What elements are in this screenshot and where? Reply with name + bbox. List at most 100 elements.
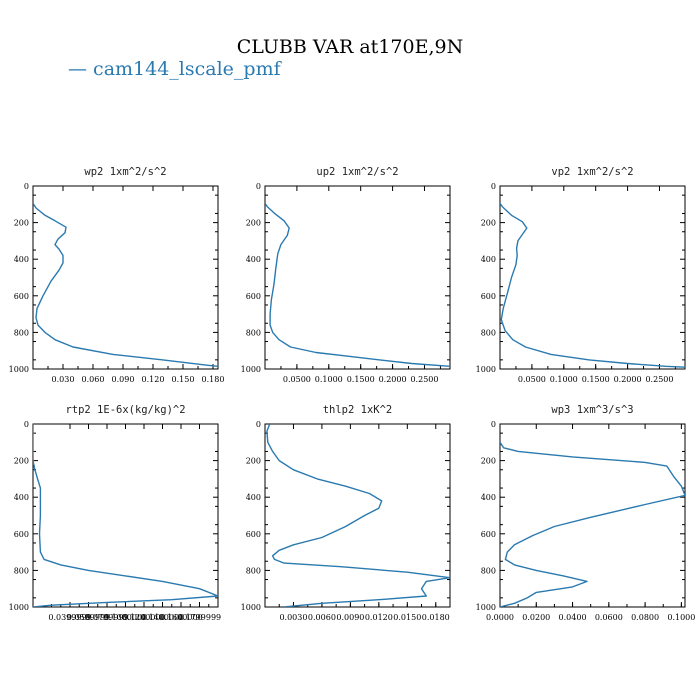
y-tick-label: 800 bbox=[14, 328, 29, 337]
y-tick-label: 800 bbox=[246, 328, 261, 337]
x-tick-label: 0.180 bbox=[202, 375, 225, 384]
x-tick-label: 0.1500 bbox=[347, 375, 375, 384]
panel-4: rtp2 1E-6x(kg/kg)^2 0 200 400 600 800 1000 0.03… bbox=[9, 404, 221, 622]
x-tick-label: 0.2500 bbox=[645, 375, 673, 384]
x-tick-label: 0.0799999 bbox=[85, 613, 128, 622]
panel-title: wp2 1xm^2/s^2 bbox=[84, 166, 166, 178]
figure-title: CLUBB VAR at170E,9N bbox=[236, 36, 464, 58]
y-tick-label: 1000 bbox=[241, 603, 261, 612]
y-tick-label: 0 bbox=[491, 420, 496, 429]
x-tick-label: 0.060 bbox=[82, 375, 105, 384]
panel-6: wp3 1xm^3/s^3 0 200 400 600 800 10000.0000 0.02… bbox=[476, 404, 696, 622]
y-tick-label: 1000 bbox=[476, 365, 496, 374]
x-tick-label: 0.1000 bbox=[315, 375, 343, 384]
legend-entry: — cam144_lscale_pmf bbox=[68, 58, 281, 80]
x-tick-label: 0.0399999 bbox=[48, 613, 91, 622]
x-tick-label: 0.0030 bbox=[279, 613, 307, 622]
y-tick-label: 200 bbox=[481, 457, 496, 466]
panel-title: thlp2 1xK^2 bbox=[323, 404, 393, 416]
x-tick-label: 0.0400 bbox=[559, 613, 587, 622]
panel-title: rtp2 1E-6x(kg/kg)^2 bbox=[65, 404, 185, 416]
x-tick-label: 0.030 bbox=[52, 375, 75, 384]
series-line bbox=[266, 424, 450, 607]
x-tick-label: 0.1000 bbox=[667, 613, 695, 622]
y-tick-label: 800 bbox=[481, 328, 496, 337]
y-tick-label: 1000 bbox=[9, 365, 29, 374]
x-tick-label: 0.120 bbox=[142, 375, 165, 384]
legend-label: cam144_lscale_pmf bbox=[93, 58, 281, 80]
y-tick-label: 600 bbox=[246, 530, 261, 539]
plot-frame bbox=[499, 423, 686, 608]
panel-title: up2 1xm^2/s^2 bbox=[316, 166, 398, 178]
series-line bbox=[265, 202, 450, 367]
y-tick-label: 600 bbox=[481, 530, 496, 539]
x-tick-label: 0.1600000 bbox=[159, 613, 202, 622]
plot-frame bbox=[264, 185, 451, 370]
plot-frame bbox=[499, 185, 686, 370]
x-tick-label: 0.1500 bbox=[582, 375, 610, 384]
y-tick-label: 800 bbox=[246, 566, 261, 575]
y-tick-label: 200 bbox=[14, 457, 29, 466]
x-tick-label: 0.2000 bbox=[614, 375, 642, 384]
y-tick-label: 600 bbox=[14, 292, 29, 301]
x-tick-label: 0.2500 bbox=[410, 375, 438, 384]
x-tick-label: 0.2000 bbox=[379, 375, 407, 384]
panel-5: thlp2 1xK^2 0 200 400 600 800 1000 0.0030 0.0060… bbox=[241, 404, 451, 622]
series-line bbox=[33, 424, 218, 607]
x-tick-label: 0.1799999 bbox=[178, 613, 221, 622]
y-tick-label: 200 bbox=[246, 219, 261, 228]
y-tick-label: 600 bbox=[14, 530, 29, 539]
y-tick-label: 0 bbox=[256, 182, 261, 191]
y-tick-label: 600 bbox=[246, 292, 261, 301]
y-tick-label: 400 bbox=[481, 255, 496, 264]
panel-3: vp2 1xm^2/s^2 0 200 400 600 800 1000 0.0500 0.10… bbox=[476, 166, 686, 384]
series-line bbox=[500, 202, 685, 368]
y-tick-label: 400 bbox=[14, 493, 29, 502]
y-tick-label: 200 bbox=[14, 219, 29, 228]
x-tick-label: 0.0120 bbox=[365, 613, 393, 622]
y-tick-label: 0 bbox=[24, 420, 29, 429]
x-tick-label: 0.090 bbox=[112, 375, 135, 384]
panel-title: vp2 1xm^2/s^2 bbox=[551, 166, 633, 178]
x-tick-label: 0.0090 bbox=[336, 613, 364, 622]
x-tick-label: 0.1200000 bbox=[122, 613, 165, 622]
y-tick-label: 0 bbox=[491, 182, 496, 191]
plot-frame bbox=[32, 423, 219, 608]
y-tick-label: 400 bbox=[481, 493, 496, 502]
plot-frame bbox=[32, 185, 219, 370]
y-tick-label: 800 bbox=[481, 566, 496, 575]
legend-line-icon: — bbox=[68, 58, 87, 80]
panel-2: up2 1xm^2/s^2 0 200 400 600 800 1000 0.0500 0.10… bbox=[241, 166, 451, 384]
x-tick-label: 0.150 bbox=[172, 375, 195, 384]
series-line bbox=[500, 441, 685, 607]
y-tick-label: 0 bbox=[24, 182, 29, 191]
x-tick-label: 0.0800 bbox=[631, 613, 659, 622]
x-tick-label: 0.0000 bbox=[486, 613, 514, 622]
x-tick-label: 0.1400000 bbox=[141, 613, 184, 622]
x-tick-label: 0.0200 bbox=[522, 613, 550, 622]
panel-1: wp2 1xm^2/s^2 0 200 400 600 800 1000 0.030 0.060… bbox=[9, 166, 225, 384]
y-tick-label: 0 bbox=[256, 420, 261, 429]
y-tick-label: 200 bbox=[481, 219, 496, 228]
x-tick-label: 0.0180 bbox=[422, 613, 450, 622]
x-tick-label: 0.0150 bbox=[393, 613, 421, 622]
y-tick-label: 600 bbox=[481, 292, 496, 301]
plot-frame bbox=[264, 423, 451, 608]
x-tick-label: 0.0500 bbox=[518, 375, 546, 384]
y-tick-label: 800 bbox=[14, 566, 29, 575]
x-tick-label: 0.0600 bbox=[595, 613, 623, 622]
series-line bbox=[33, 203, 218, 367]
y-tick-label: 200 bbox=[246, 457, 261, 466]
x-tick-label: 0.0500 bbox=[283, 375, 311, 384]
panel-title: wp3 1xm^3/s^3 bbox=[551, 404, 633, 416]
y-tick-label: 1000 bbox=[9, 603, 29, 612]
y-tick-label: 400 bbox=[14, 255, 29, 264]
x-tick-label: 0.0599999 bbox=[67, 613, 110, 622]
x-tick-label: 0.0060 bbox=[308, 613, 336, 622]
x-tick-label: 0.1000 bbox=[550, 375, 578, 384]
y-tick-label: 400 bbox=[246, 255, 261, 264]
y-tick-label: 1000 bbox=[241, 365, 261, 374]
x-tick-label: 0.1000000 bbox=[104, 613, 147, 622]
y-tick-label: 1000 bbox=[476, 603, 496, 612]
